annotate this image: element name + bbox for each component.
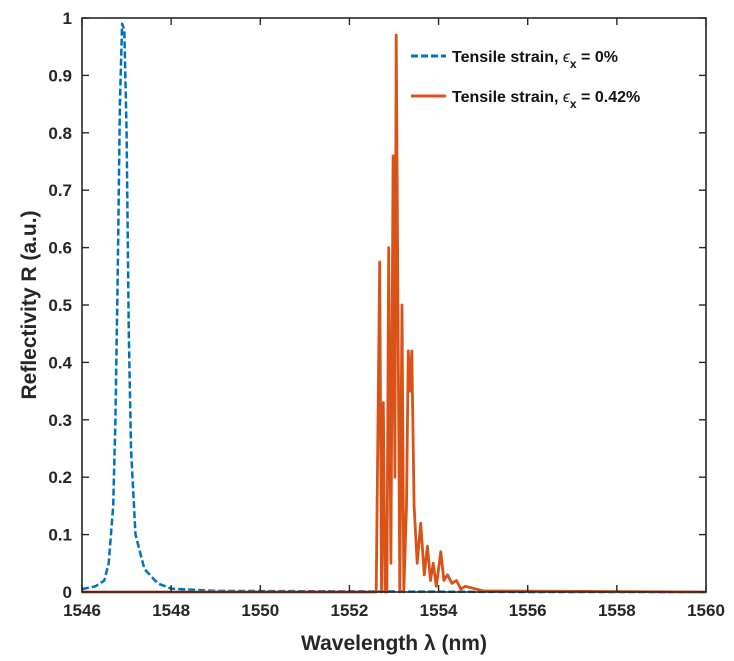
y-tick-label: 0.6 [48, 239, 72, 258]
y-tick-label: 1 [63, 9, 72, 28]
legend-text-sub: x [570, 57, 577, 71]
y-tick-label: 0.1 [48, 526, 72, 545]
y-axis-label: Reflectivity R (a.u.) [18, 210, 41, 399]
legend-text-symbol: ϵ [563, 89, 571, 106]
x-tick-label: 1558 [598, 601, 636, 620]
x-tick-label: 1548 [152, 601, 190, 620]
x-tick-label: 1556 [509, 601, 547, 620]
y-tick-label: 0.8 [48, 124, 72, 143]
legend-text-tail: = 0.42% [577, 89, 641, 106]
legend-text-main: Tensile strain, [452, 89, 563, 106]
y-tick-label: 0 [63, 583, 72, 602]
legend-text-symbol: ϵ [563, 49, 571, 66]
x-axis-label: Wavelength λ (nm) [301, 632, 487, 655]
legend-entry-1: Tensile strain, ϵx = 0% [452, 49, 618, 71]
legend: Tensile strain, ϵx = 0%Tensile strain, ϵ… [411, 49, 640, 111]
legend-text-tail: = 0% [577, 49, 618, 66]
y-tick-label: 0.3 [48, 411, 72, 430]
y-tick-label: 0.5 [48, 296, 72, 315]
y-tick-label: 0.4 [48, 353, 72, 372]
series-line-2 [82, 33, 707, 594]
y-tick-label: 0.7 [48, 181, 72, 200]
legend-text-sub: x [570, 97, 577, 111]
ticks-layer: 1546 1548 1550 1552 1554 1556 1558 1560 0 0.1 0.2 0… [48, 9, 725, 620]
series-layer [81, 22, 707, 594]
x-tick-label: 1560 [687, 601, 725, 620]
legend-entry-2: Tensile strain, ϵx = 0.42% [452, 89, 640, 111]
x-tick-label: 1554 [420, 601, 458, 620]
x-tick-label: 1546 [63, 601, 101, 620]
legend-text-main: Tensile strain, [452, 49, 563, 66]
x-tick-label: 1550 [241, 601, 279, 620]
y-tick-label: 0.2 [48, 468, 72, 487]
series-line-1 [81, 22, 706, 594]
x-tick-label: 1552 [331, 601, 369, 620]
y-tick-label: 0.9 [48, 66, 72, 85]
